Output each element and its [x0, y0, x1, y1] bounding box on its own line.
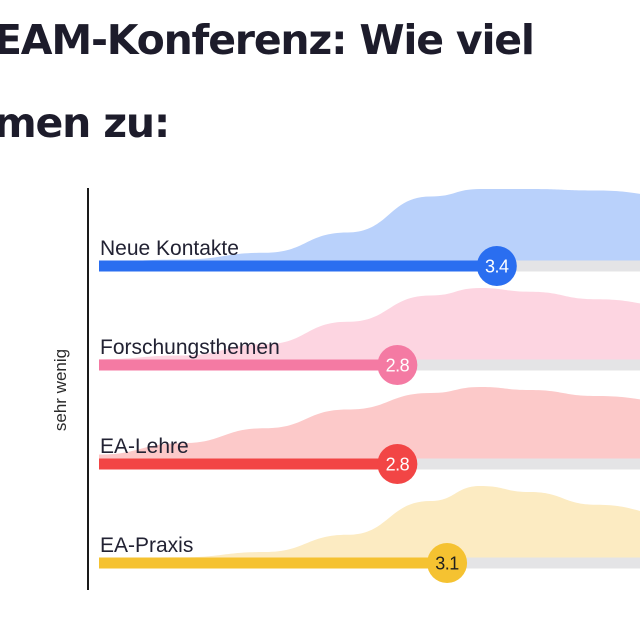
y-axis-label: sehr wenig — [51, 349, 70, 431]
category-label-neue-kontakte: Neue Kontakte — [100, 237, 239, 260]
value-marker-ea-praxis — [427, 543, 468, 583]
distribution-area-ea-praxis — [99, 486, 640, 563]
category-label-ea-praxis: EA-Praxis — [100, 534, 193, 557]
bar-neue-kontakte — [99, 260, 497, 272]
value-label-ea-praxis: 3.1 — [435, 554, 459, 574]
chart-title-line-1: EAM-Konferenz: Wie viel — [0, 16, 535, 64]
category-label-forschungsthemen: Forschungsthemen — [100, 336, 280, 359]
bar-forschungsthemen — [99, 359, 398, 371]
value-label-neue-kontakte: 3.4 — [485, 257, 509, 277]
distribution-area-neue-kontakte — [99, 188, 640, 266]
value-label-forschungsthemen: 2.8 — [386, 356, 410, 376]
bar-ea-lehre — [99, 458, 398, 470]
distribution-area-ea-lehre — [99, 387, 640, 464]
value-marker-ea-lehre — [377, 444, 418, 484]
bar-ea-praxis — [99, 557, 448, 569]
value-label-ea-lehre: 2.8 — [386, 455, 410, 475]
value-marker-neue-kontakte — [476, 246, 517, 286]
value-marker-forschungsthemen — [377, 345, 418, 385]
chart-title-line-2: men zu: — [0, 99, 170, 147]
category-label-ea-lehre: EA-Lehre — [100, 435, 189, 458]
distribution-area-forschungsthemen — [99, 288, 640, 365]
